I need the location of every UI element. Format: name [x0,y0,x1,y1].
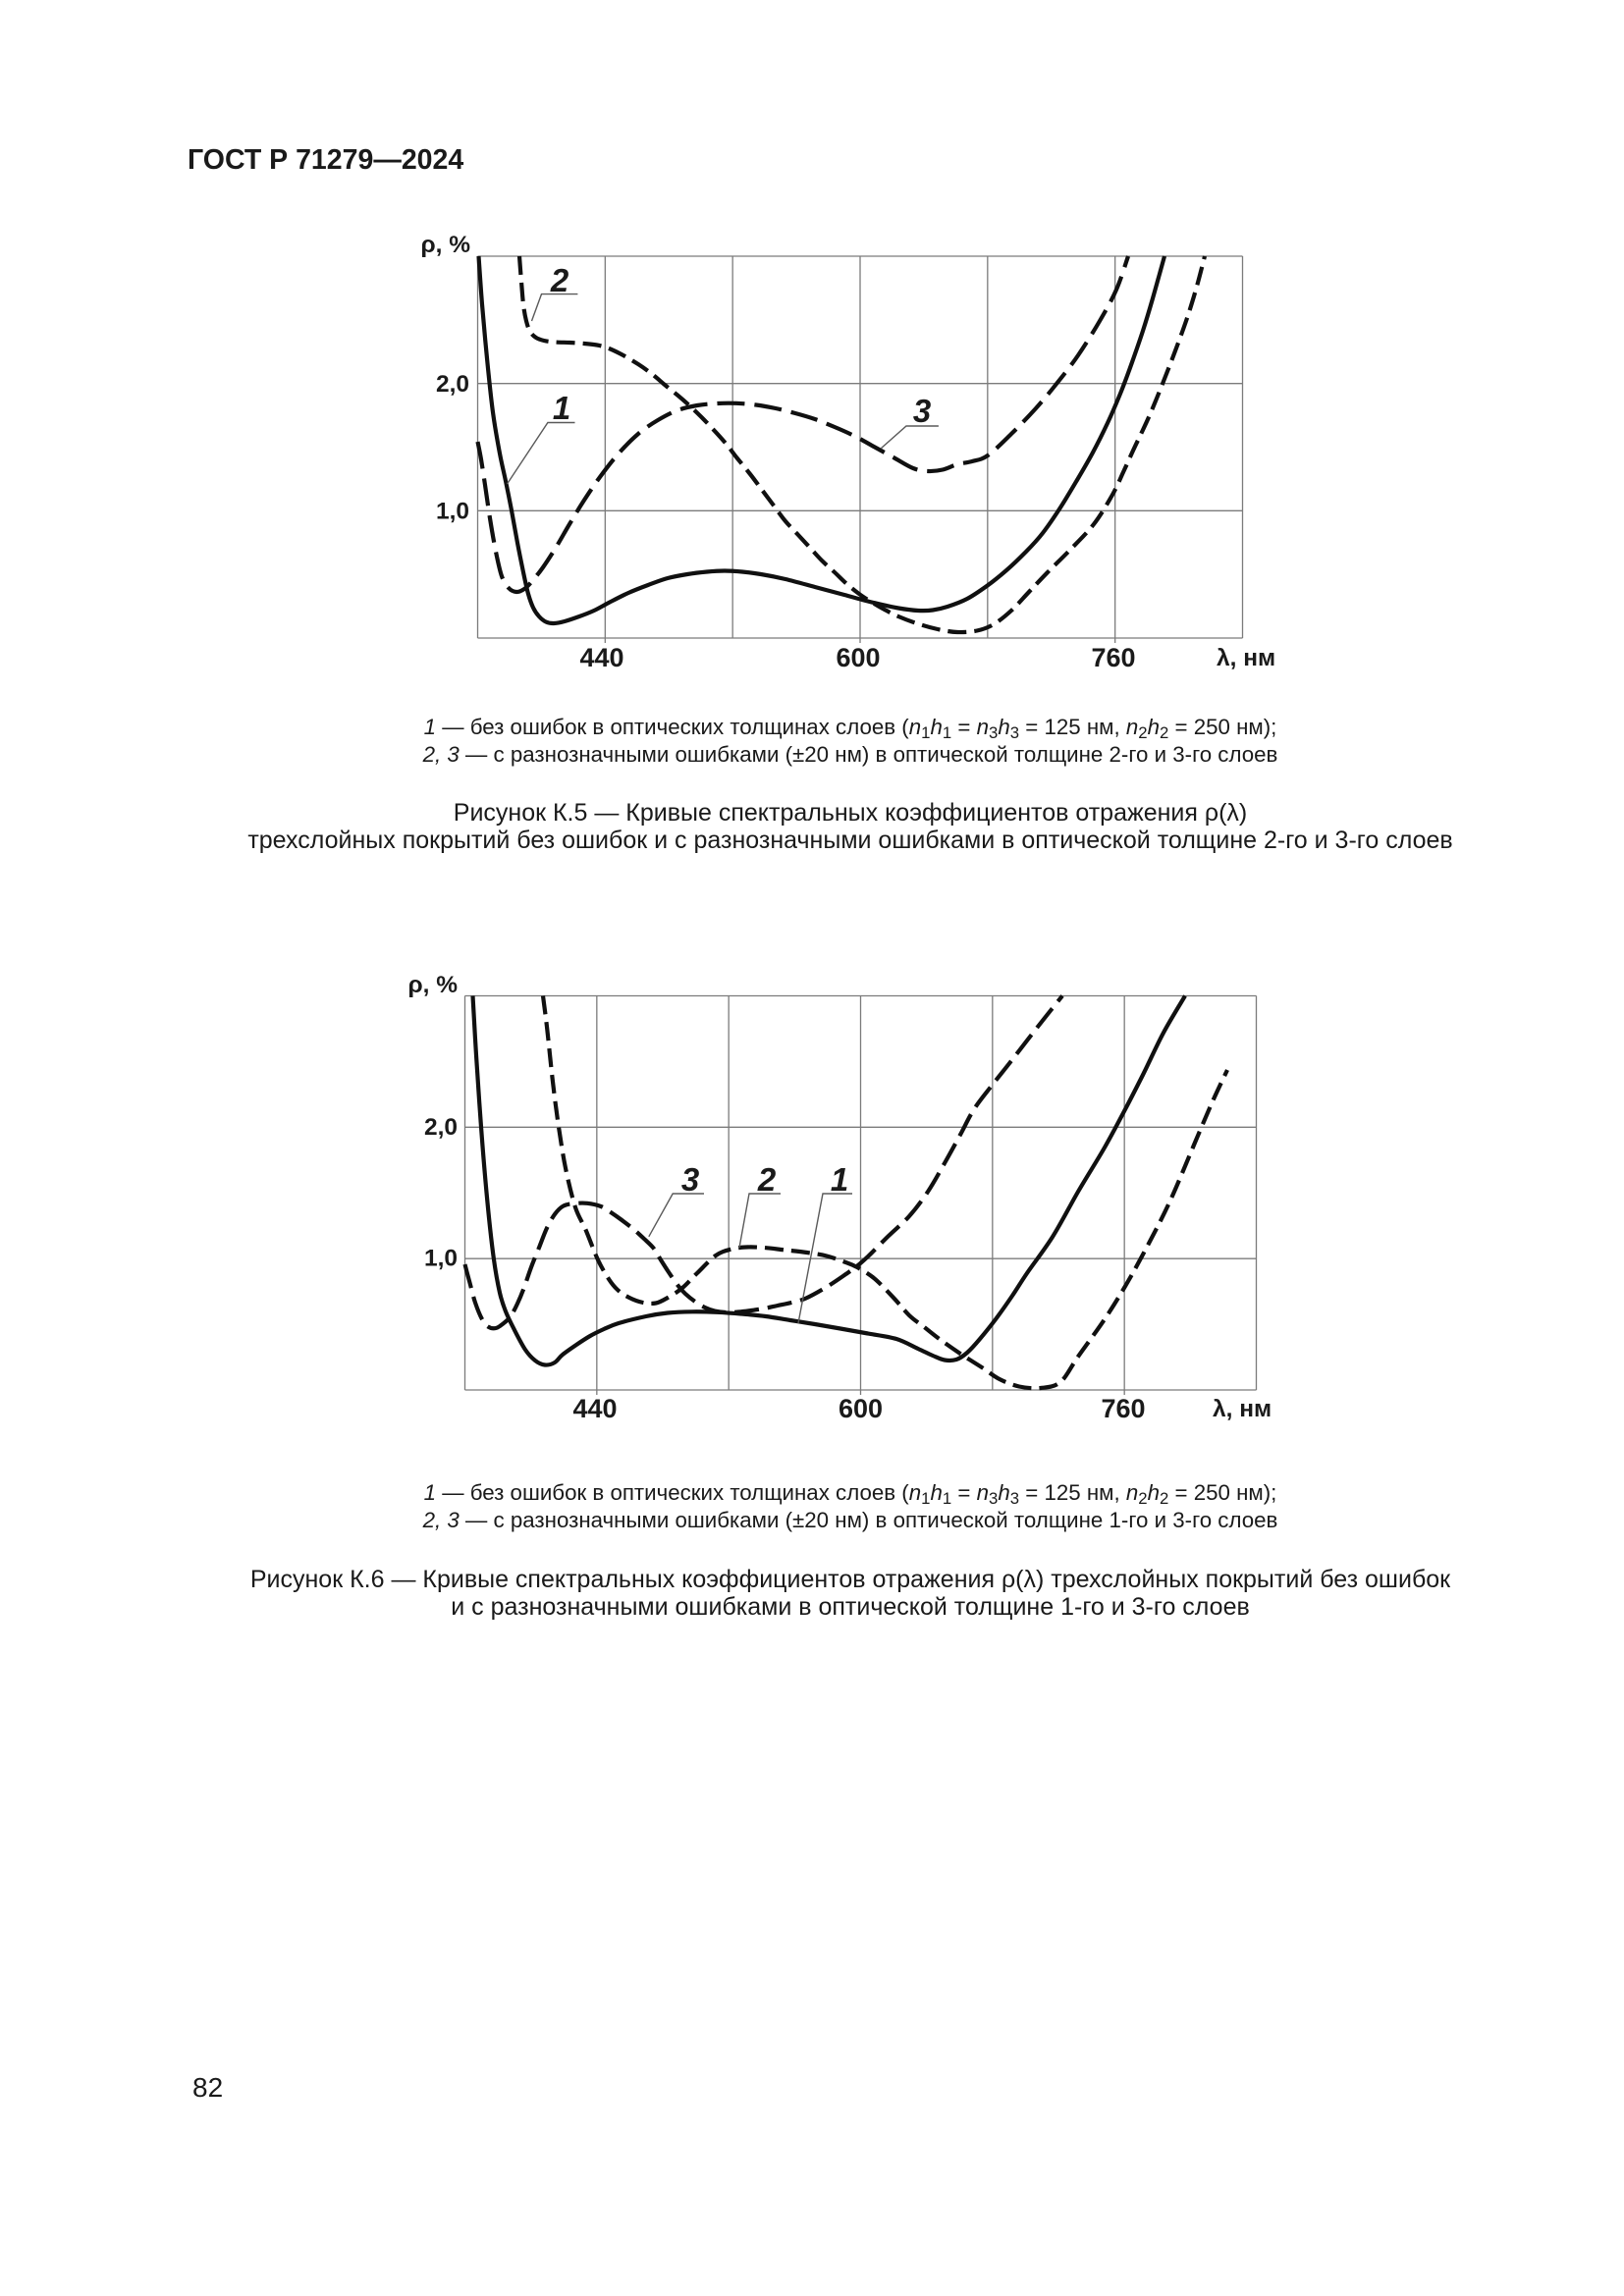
svg-text:440: 440 [572,1394,617,1423]
svg-text:2: 2 [550,262,569,298]
svg-text:760: 760 [1101,1394,1145,1423]
svg-text:ρ, %: ρ, % [407,972,458,998]
svg-text:1,0: 1,0 [424,1246,458,1272]
svg-text:3: 3 [913,393,931,429]
svg-text:2,0: 2,0 [424,1114,458,1141]
svg-text:600: 600 [839,1394,883,1423]
svg-text:600: 600 [836,643,880,672]
svg-text:ρ, %: ρ, % [420,232,470,258]
svg-text:3: 3 [681,1161,699,1198]
svg-text:760: 760 [1091,643,1135,672]
svg-text:1: 1 [553,390,570,426]
svg-text:1: 1 [831,1161,848,1198]
svg-text:λ, нм: λ, нм [1213,1396,1272,1422]
svg-text:2,0: 2,0 [436,371,469,398]
svg-text:440: 440 [579,643,623,672]
svg-text:2: 2 [757,1161,777,1198]
svg-text:λ, нм: λ, нм [1217,645,1275,671]
svg-text:1,0: 1,0 [436,499,469,525]
